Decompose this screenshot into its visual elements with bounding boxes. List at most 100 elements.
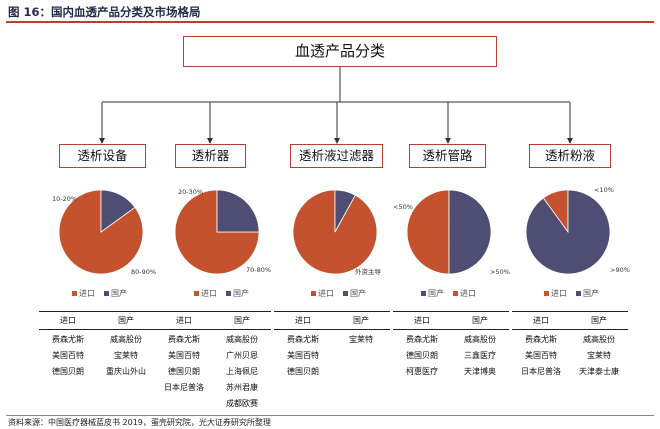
pie-label-foreign-dominated: 外资主导 <box>355 268 381 276</box>
table-header-domestic: 国产 <box>472 316 488 325</box>
main-title-box: 血透产品分类 <box>183 36 497 67</box>
legend-label-domestic: 国产 <box>111 289 127 298</box>
brand-name: 费森尤斯 <box>525 335 557 344</box>
brand-column-import: 费森尤斯美国百特德国贝朗日本尼普洛 <box>155 330 213 412</box>
table-header-domestic: 国产 <box>118 316 134 325</box>
bottom-divider <box>6 415 654 416</box>
legend-item-domestic: 国产 <box>226 289 249 298</box>
pie-slice-domestic <box>448 189 492 275</box>
pie-slice-import <box>174 189 260 275</box>
category-label: 透析粉液 <box>544 148 595 163</box>
table-header-import: 进口 <box>176 316 192 325</box>
brand-name: 天津博奥 <box>464 367 496 376</box>
brand-table-dialysate-filter: 进口 国产 费森尤斯 美国百特 德国贝朗 宝莱特 <box>274 311 390 380</box>
brand-name: 费森尤斯 <box>287 335 319 344</box>
legend-dialysis-tubing: 国产 进口 <box>421 288 485 299</box>
table-header-domestic: 国产 <box>234 316 250 325</box>
brand-table-dialyzer: 进口 国产 费森尤斯 美国百特 德国贝朗 日本尼普洛 威高股份 广州贝恩 上海佩尼 苏州君康 成都欧… <box>155 311 271 412</box>
legend-item-import: 进口 <box>311 289 334 298</box>
brand-name: 德国贝朗 <box>52 367 84 376</box>
category-box-dialyzer: 透析器 <box>175 144 246 168</box>
title-divider <box>6 21 654 23</box>
legend-item-domestic: 国产 <box>343 289 366 298</box>
brand-name: 宝莱特 <box>114 351 138 360</box>
brand-name: 费森尤斯 <box>168 335 200 344</box>
brand-name: 德国贝朗 <box>168 367 200 376</box>
brand-name: 美国百特 <box>525 351 557 360</box>
table-header: 进口 国产 <box>155 311 271 330</box>
category-box-dialysis-tubing: 透析管路 <box>409 144 486 168</box>
brand-name: 宝莱特 <box>587 351 611 360</box>
category-box-dialysis-powder: 透析粉液 <box>529 144 611 168</box>
legend-swatch-domestic <box>343 290 348 296</box>
brand-name: 日本尼普洛 <box>164 383 204 392</box>
brand-name: 三鑫医疗 <box>464 351 496 360</box>
legend-label-import: 进口 <box>201 289 217 298</box>
pie-label-import: 70-80% <box>246 266 272 274</box>
table-header: 进口 国产 <box>274 311 390 330</box>
legend-label-import: 进口 <box>551 289 567 298</box>
connector-arrowhead <box>334 138 340 144</box>
legend-item-domestic: 国产 <box>576 289 599 298</box>
connector-arrowhead <box>207 138 213 144</box>
legend-label-domestic: 国产 <box>233 289 249 298</box>
brand-column-import: 费森尤斯 德国贝朗 柯惠医疗 <box>393 330 451 380</box>
table-header: 进口 国产 <box>512 311 628 330</box>
legend-dialyzer: 进口 国产 <box>194 288 258 299</box>
brand-column-domestic: 威高股份三鑫医疗天津博奥 <box>451 330 509 380</box>
connector-arrows <box>99 102 573 144</box>
legend-item-import: 进口 <box>544 289 567 298</box>
brand-name: 德国贝朗 <box>287 367 319 376</box>
brand-name: 苏州君康 <box>226 383 258 392</box>
category-label: 透析液过滤器 <box>298 148 374 163</box>
table-header-import: 进口 <box>295 316 311 325</box>
table-header-domestic: 国产 <box>353 316 369 325</box>
pie-label-import: <50% <box>393 203 413 211</box>
legend-dialysate-filter: 进口 国产 <box>311 288 375 299</box>
brand-column-domestic: 威高股份 宝莱特 天津泰士康 <box>570 330 628 380</box>
pie-label-domestic: >90% <box>610 266 630 274</box>
brand-table-dialysis-tubing: 进口 国产 费森尤斯 德国贝朗 柯惠医疗 威高股份 三鑫医疗 天津博奥 <box>393 311 509 380</box>
legend-swatch-import <box>194 290 199 296</box>
brand-column-import: 费森尤斯 美国百特 德国贝朗 <box>274 330 332 380</box>
pie-slice-domestic <box>216 189 260 233</box>
legend-item-domestic: 国产 <box>421 289 444 298</box>
brand-name: 广州贝恩 <box>226 351 258 360</box>
brand-name: 美国百特 <box>168 351 200 360</box>
brand-name: 费森尤斯 <box>52 335 84 344</box>
connector-arrowhead <box>567 138 573 144</box>
legend-label-domestic: 国产 <box>350 289 366 298</box>
brand-column-import: 费森尤斯美国百特德国贝朗 <box>39 330 97 380</box>
brand-name: 威高股份 <box>464 335 496 344</box>
table-header-domestic: 国产 <box>591 316 607 325</box>
legend-dialysis-powder: 进口 国产 <box>544 288 608 299</box>
table-header: 进口 国产 <box>39 311 155 330</box>
category-label: 透析管路 <box>422 148 473 163</box>
legend-item-import: 进口 <box>453 289 476 298</box>
legend-swatch-import <box>453 290 458 296</box>
pie-label-domestic: 10-20% <box>52 195 78 203</box>
legend-label-import: 进口 <box>318 289 334 298</box>
pie-label-import: <10% <box>594 186 614 194</box>
legend-swatch-import <box>72 290 77 296</box>
brand-name: 美国百特 <box>52 351 84 360</box>
brand-name: 柯惠医疗 <box>406 367 438 376</box>
brand-column-import: 费森尤斯 美国百特 日本尼普洛 <box>512 330 570 380</box>
category-box-dialysate-filter: 透析液过滤器 <box>290 144 383 168</box>
brand-name: 重庆山外山 <box>106 367 146 376</box>
pie-label-domestic: >50% <box>490 268 510 276</box>
pie-slice-domestic <box>334 189 356 233</box>
legend-swatch-domestic <box>104 290 109 296</box>
brand-name: 上海佩尼 <box>226 367 258 376</box>
table-header-import: 进口 <box>533 316 549 325</box>
brand-column-domestic: 威高股份 宝莱特 重庆山外山 <box>97 330 155 380</box>
table-header: 进口 国产 <box>393 311 509 330</box>
legend-label-import: 进口 <box>460 289 476 298</box>
pie-label-import: 80-90% <box>131 268 157 276</box>
connector-arrowhead <box>445 138 451 144</box>
figure-title: 图 16：国内血透产品分类及市场格局 <box>8 5 201 19</box>
table-header-import: 进口 <box>60 316 76 325</box>
